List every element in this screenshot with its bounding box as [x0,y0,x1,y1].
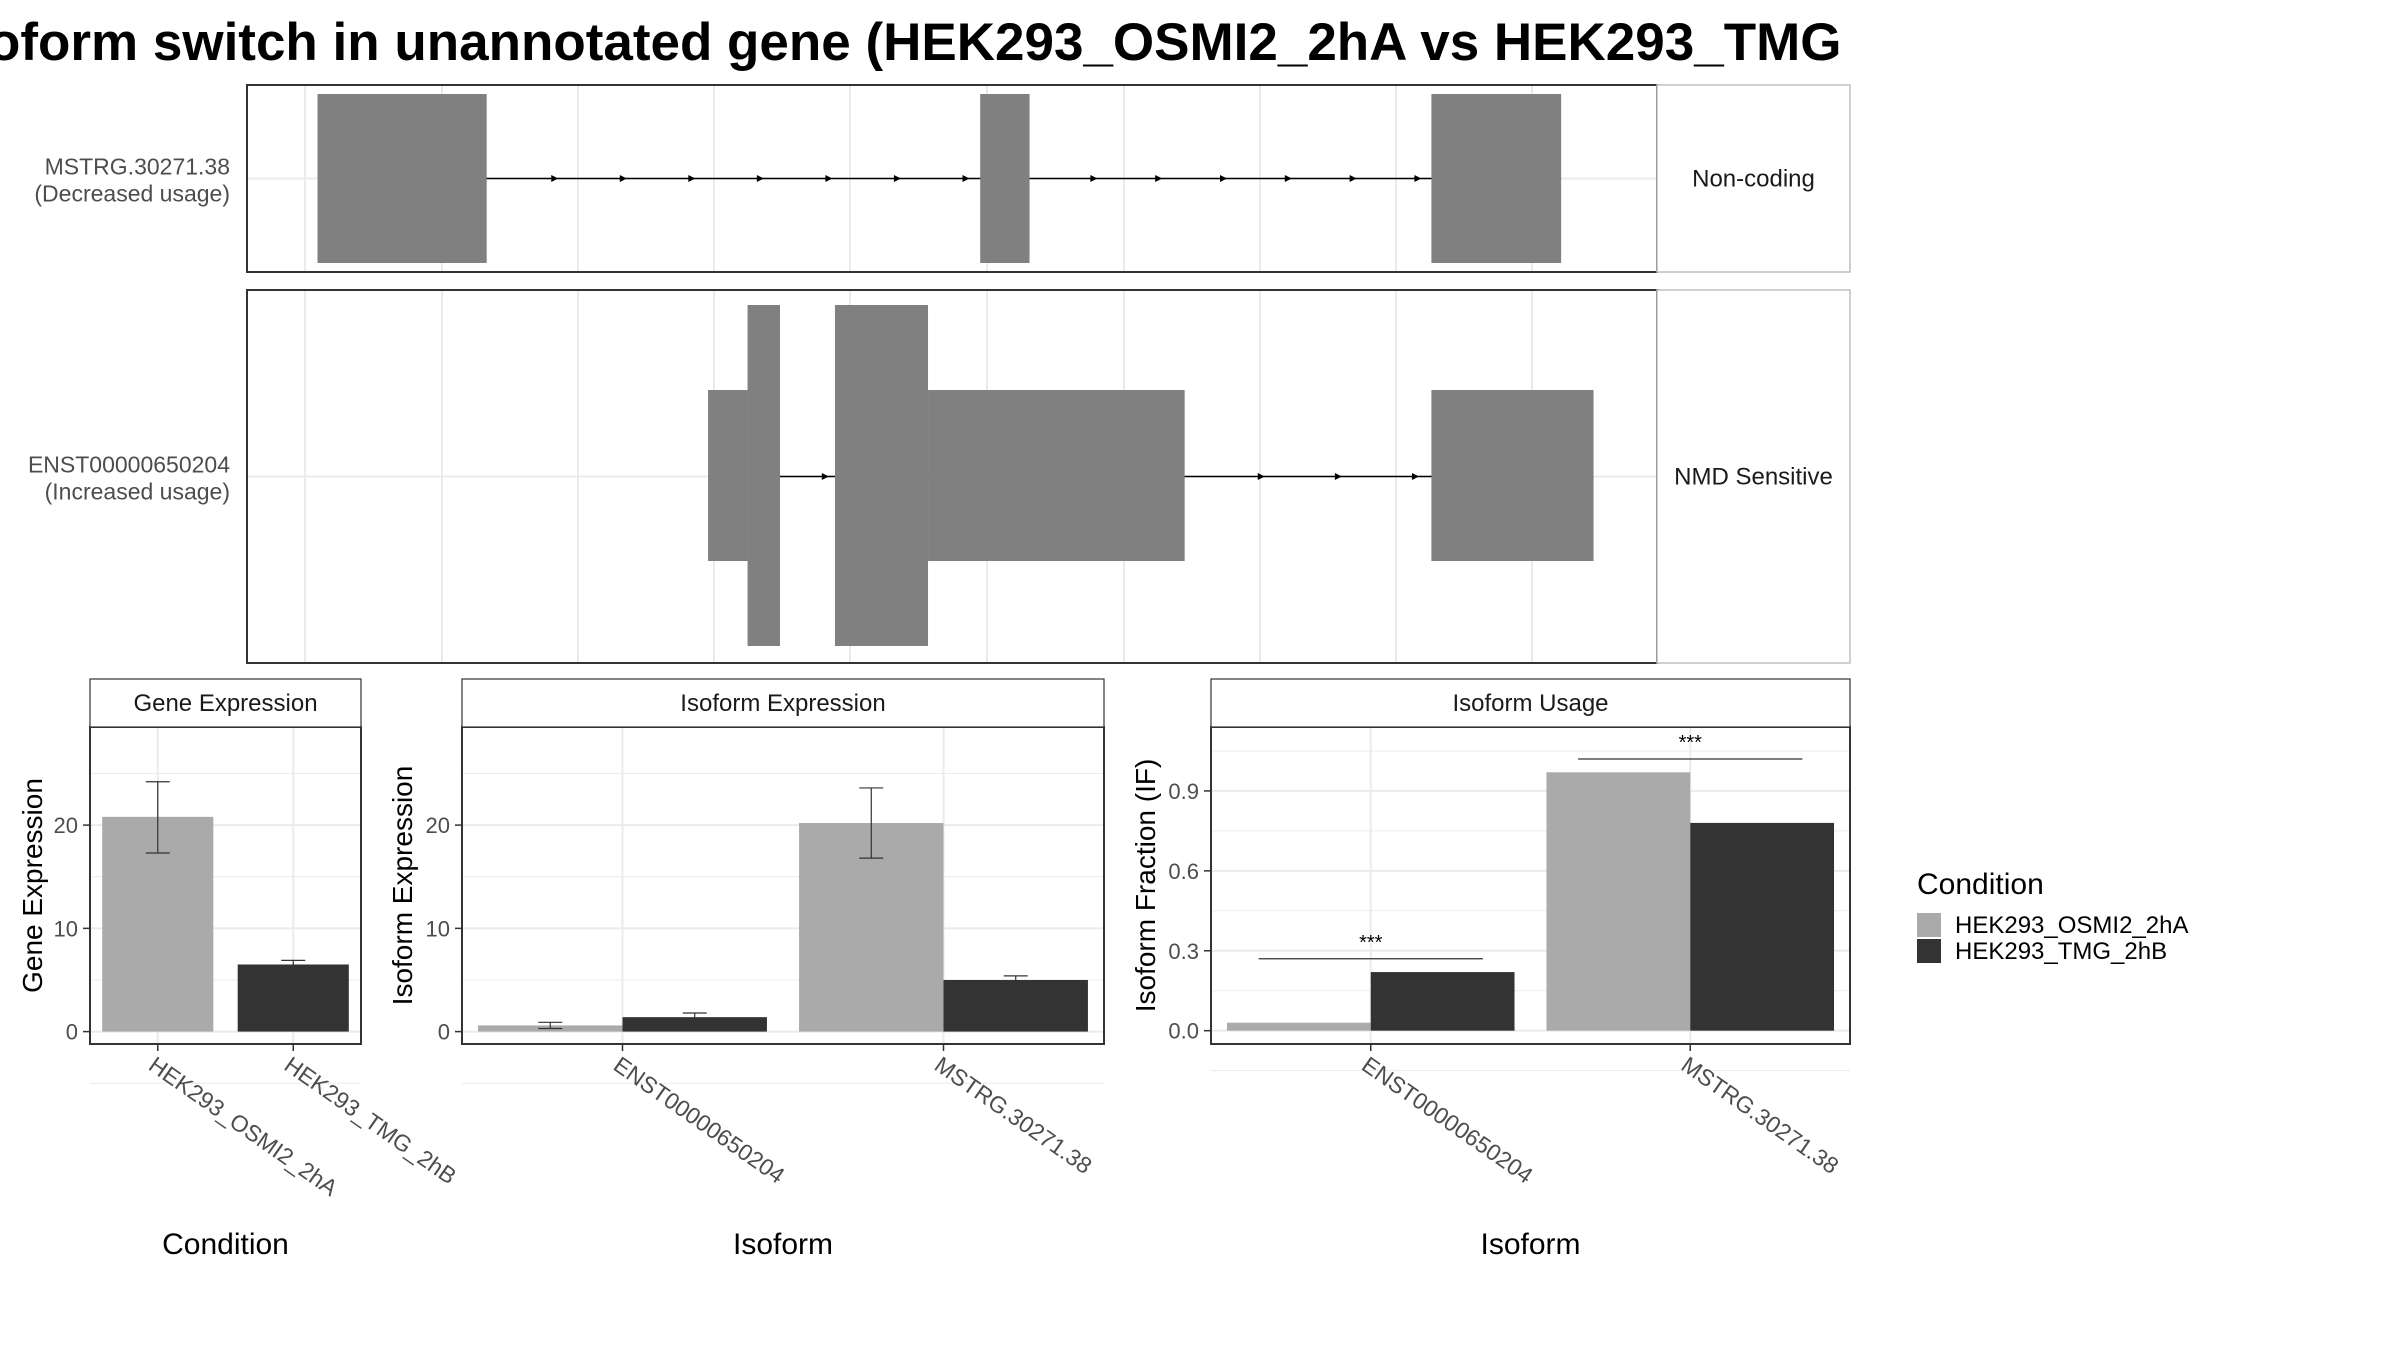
intron-direction-arrow [825,175,833,182]
intron-direction-arrow [1414,175,1422,182]
exon-block [980,94,1030,263]
exon-block [928,390,1185,561]
bar [1546,772,1691,1031]
intron-direction-arrow [619,175,627,182]
exon-block [1431,94,1562,263]
track-label: MSTRG.30271.38 [45,154,230,180]
y-tick-label: 10 [54,916,78,941]
track-label: ENST00000650204 [28,452,230,478]
panel-strip [89,678,362,728]
isoform-track-1: Non-coding MSTRG.30271.38(Decreased usage… [34,84,1851,273]
panel-strip-title: Isoform Expression [680,690,885,717]
y-tick-label: 20 [54,813,78,838]
track-label-usage: (Decreased usage) [34,181,230,207]
intron-direction-arrow [893,175,901,182]
x-tick-label: ENST00000650204 [609,1051,790,1188]
exon-block [834,305,929,646]
exon-block [317,94,487,263]
y-axis-title: Gene Expression [17,778,48,993]
chart-panel-3: *** *** Isoform Usage 0.0 0.3 0.6 0.9 ENST00000… [1130,678,1851,1261]
legend-item-label: HEK293_OSMI2_2hA [1955,912,2188,939]
intron-direction-arrow [1284,175,1292,182]
x-axis-title: Condition [162,1228,289,1261]
intron-direction-arrow [1090,175,1098,182]
intron-direction-arrow [1411,473,1419,480]
y-tick-label: 0.0 [1168,1019,1199,1044]
intron-direction-arrow [1219,175,1227,182]
x-tick-label: MSTRG.30271.38 [930,1051,1097,1179]
track-strip-label: NMD Sensitive [1674,464,1833,491]
exon-block [708,390,748,561]
legend-item-label: HEK293_TMG_2hB [1955,938,2167,965]
intron-direction-arrow [756,175,764,182]
bar [1690,822,1835,1031]
bar [1226,1022,1371,1031]
intron-direction-arrow [551,175,559,182]
bar [622,1017,767,1032]
intron-direction-arrow [1334,473,1342,480]
x-axis-title: Isoform [1480,1228,1580,1261]
panel-strip-title: Gene Expression [133,690,317,717]
x-tick-label: ENST00000650204 [1357,1051,1538,1188]
intron-direction-arrow [688,175,696,182]
intron-direction-arrow [821,473,829,480]
y-axis-title: Isoform Expression [387,766,418,1006]
legend-swatch [1917,939,1941,963]
y-tick-label: 0 [66,1020,78,1045]
y-tick-label: 0.3 [1168,939,1199,964]
exon-block [1431,390,1594,561]
track-strip [1656,289,1851,664]
track-strip-label: Non-coding [1692,166,1815,193]
chart-panel-2: Isoform Expression 0 10 20 ENST00000650204 MS… [387,678,1105,1261]
significance-label: *** [1679,732,1703,754]
y-tick-label: 0 [438,1020,450,1045]
panel-strip [1210,678,1851,728]
intron-direction-arrow [1349,175,1357,182]
intron-direction-arrow [962,175,970,182]
legend-title: Condition [1917,868,2044,901]
legend-swatch [1917,913,1941,937]
intron-direction-arrow [1155,175,1163,182]
exon-block [747,305,780,646]
y-tick-label: 20 [426,813,450,838]
y-tick-label: 0.6 [1168,859,1199,884]
bar [1370,972,1515,1031]
x-axis-title: Isoform [733,1228,833,1261]
isoform-track-2: NMD Sensitive ENST00000650204(Increased u… [28,289,1851,664]
track-strip [1656,84,1851,273]
y-axis-title: Isoform Fraction (IF) [1130,759,1161,1013]
bar [943,979,1088,1032]
y-tick-label: 0.9 [1168,779,1199,804]
bar [237,964,349,1032]
y-tick-label: 10 [426,916,450,941]
panel-strip [461,678,1105,728]
significance-label: *** [1359,932,1383,954]
track-label-usage: (Increased usage) [45,479,230,505]
intron-direction-arrow [1257,473,1265,480]
panel-strip-title: Isoform Usage [1452,690,1608,717]
figure-title: oform switch in unannotated gene (HEK293… [0,13,1841,72]
